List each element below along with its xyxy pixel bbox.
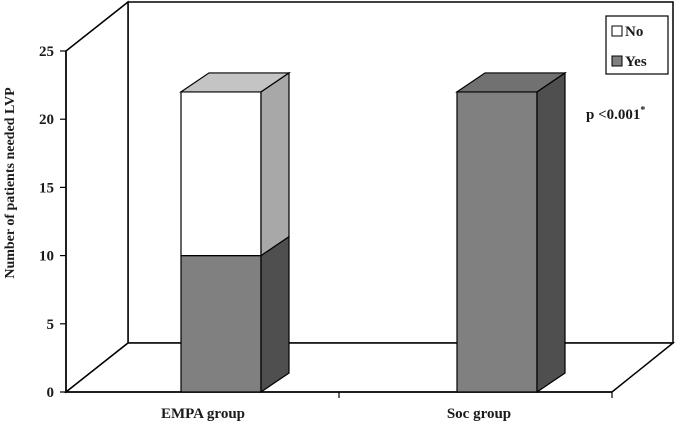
bar-empa-group-yes-side [260, 235, 290, 394]
bar-empa-group-no-side [260, 71, 290, 257]
y-tick-label: 25 [39, 44, 54, 60]
y-tick-label: 20 [39, 112, 54, 128]
legend-label-no: No [625, 24, 643, 40]
legend: No Yes [605, 15, 669, 75]
legend-label-yes: Yes [625, 54, 647, 70]
side-wall [65, 0, 129, 394]
bars [179, 71, 567, 394]
y-axis-ticks: 0 5 10 15 20 25 [39, 44, 66, 401]
legend-swatch-no [611, 25, 623, 37]
floor [63, 342, 676, 393]
y-tick-label: 10 [39, 249, 54, 265]
chart-frame [63, 0, 676, 398]
p-value-superscript: * [640, 105, 645, 116]
y-axis-label: Number of patients needed LVP [3, 87, 18, 279]
x-category-label: EMPA group [161, 406, 245, 422]
bar-empa-group-top [179, 72, 291, 93]
y-tick-label: 15 [39, 180, 54, 196]
bar-empa-group-yes-front [180, 255, 262, 393]
bar-soc-group-yes-side [536, 71, 566, 394]
bar-empa-group-no-front [180, 91, 262, 257]
y-tick-label: 5 [47, 317, 55, 333]
p-value-annotation: p <0.001* [586, 105, 645, 123]
bar-soc-group-top [455, 72, 567, 93]
x-axis-categories: EMPA group Soc group [161, 406, 511, 422]
y-tick-label: 0 [47, 385, 55, 401]
legend-swatch-yes [611, 55, 623, 67]
bar-soc-group-yes-front [456, 91, 538, 393]
x-category-label: Soc group [447, 406, 511, 422]
